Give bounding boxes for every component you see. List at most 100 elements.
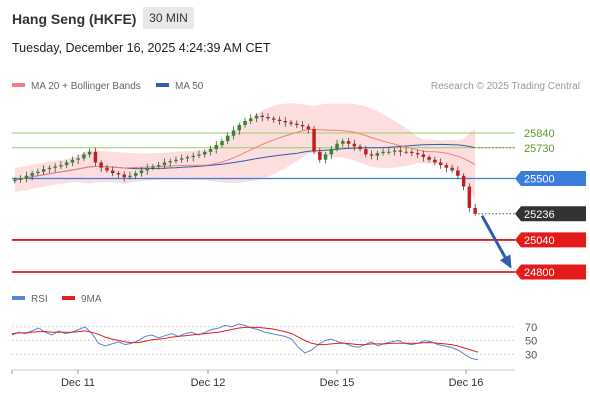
candle-bull — [214, 145, 218, 150]
rsi-level-label: 70 — [525, 322, 537, 334]
candle-bear — [421, 154, 426, 158]
rsi-label: RSI — [31, 294, 48, 305]
legend-ma50: MA 50 — [156, 81, 203, 92]
candle-bull — [157, 165, 161, 167]
datetime-label: Tuesday, December 16, 2025 4:24:39 AM CE… — [12, 41, 271, 55]
candle-bear — [461, 175, 466, 187]
candle-bear — [318, 151, 322, 160]
rsi-level-label: 30 — [525, 349, 537, 361]
candle-bear — [450, 167, 454, 171]
candle-bull — [87, 151, 92, 155]
ma50-swatch — [156, 83, 169, 88]
candle-bear — [467, 186, 472, 208]
candle-bull — [185, 157, 190, 159]
candle-bear — [266, 117, 270, 119]
candle-bull — [254, 115, 259, 119]
price-label-25236: 25236 — [524, 209, 555, 221]
candle-bull — [220, 141, 224, 146]
candle-bull — [24, 175, 29, 179]
rsi-swatch — [12, 296, 25, 301]
rsi-ma9-line — [11, 326, 479, 353]
candle-bull — [76, 158, 80, 160]
candle-bear — [295, 123, 299, 125]
candle-bull — [174, 159, 178, 162]
candle-bear — [289, 122, 293, 124]
candle-bull — [226, 135, 230, 141]
candle-bull — [203, 151, 207, 155]
candle-bull — [82, 154, 86, 159]
candle-bull — [323, 154, 328, 160]
candle-bear — [364, 149, 368, 155]
legend-ma9: 9MA — [62, 294, 102, 305]
candle-bull — [139, 170, 144, 174]
candle-bear — [346, 141, 351, 144]
candle-bear — [369, 154, 374, 156]
candle-bull — [197, 154, 201, 156]
ma20-swatch — [12, 83, 25, 88]
candle-bear — [111, 170, 115, 174]
candle-bear — [93, 151, 98, 163]
ma20-label: MA 20 + Bollinger Bands — [31, 81, 141, 92]
candle-bear — [99, 162, 103, 168]
candle-bear — [116, 173, 121, 175]
ma20-line — [14, 128, 476, 181]
x-tick-label: Dec 11 — [61, 377, 95, 389]
credit-text: Research © 2025 Trading Central — [430, 81, 580, 92]
candle-bear — [444, 165, 449, 168]
legend-ma20: MA 20 + Bollinger Bands — [12, 81, 141, 92]
candle-bull — [335, 143, 339, 149]
forecast-arrow-head — [499, 254, 512, 269]
ma9-label: 9MA — [81, 294, 102, 305]
candle-bear — [427, 157, 431, 160]
instrument-title: Hang Seng (HKFE) — [12, 11, 137, 27]
candle-bear — [306, 126, 311, 130]
price-label-25840: 25840 — [524, 128, 555, 140]
candle-bear — [283, 121, 287, 123]
candle-bull — [168, 161, 172, 163]
ma9-swatch — [62, 296, 75, 301]
x-tick-label: Dec 12 — [191, 377, 226, 389]
candle-bull — [381, 151, 385, 154]
candle-bull — [243, 121, 247, 125]
candle-bull — [36, 171, 40, 174]
candle-bull — [151, 166, 155, 168]
candle-bull — [191, 155, 195, 158]
candle-bull — [162, 162, 167, 166]
candle-bull — [392, 150, 397, 152]
price-label-bg-24800 — [515, 264, 586, 280]
candle-bull — [145, 167, 149, 171]
candle-bull — [341, 141, 345, 144]
rsi-level-label: 50 — [525, 336, 537, 348]
candle-bull — [134, 173, 138, 176]
candle-bull — [18, 178, 23, 180]
candle-bull — [387, 151, 391, 153]
timeframe-badge[interactable]: 30 MIN — [143, 7, 194, 29]
x-tick-label: Dec 15 — [320, 377, 355, 389]
price-label-25730: 25730 — [524, 143, 555, 155]
candle-bull — [30, 173, 34, 176]
candle-bull — [41, 169, 46, 172]
candle-bull — [64, 162, 69, 166]
candle-bull — [237, 125, 241, 131]
candle-bull — [208, 149, 213, 152]
candle-bear — [300, 125, 305, 127]
candle-bear — [352, 143, 357, 147]
candle-bear — [122, 174, 126, 178]
candle-bear — [277, 119, 282, 121]
candle-bull — [47, 167, 52, 170]
candle-bull — [329, 149, 334, 155]
candle-bull — [231, 130, 236, 136]
candle-bear — [312, 129, 316, 152]
ma50-label: MA 50 — [175, 81, 204, 92]
candle-bull — [70, 159, 75, 163]
price-label-bg-25236 — [515, 206, 586, 222]
candle-bear — [433, 159, 437, 163]
candle-bull — [249, 118, 253, 122]
candle-bull — [53, 166, 57, 168]
x-tick-label: Dec 16 — [449, 377, 484, 389]
candle-bull — [375, 153, 380, 156]
candle-bear — [105, 167, 109, 171]
candle-bull — [180, 158, 184, 160]
